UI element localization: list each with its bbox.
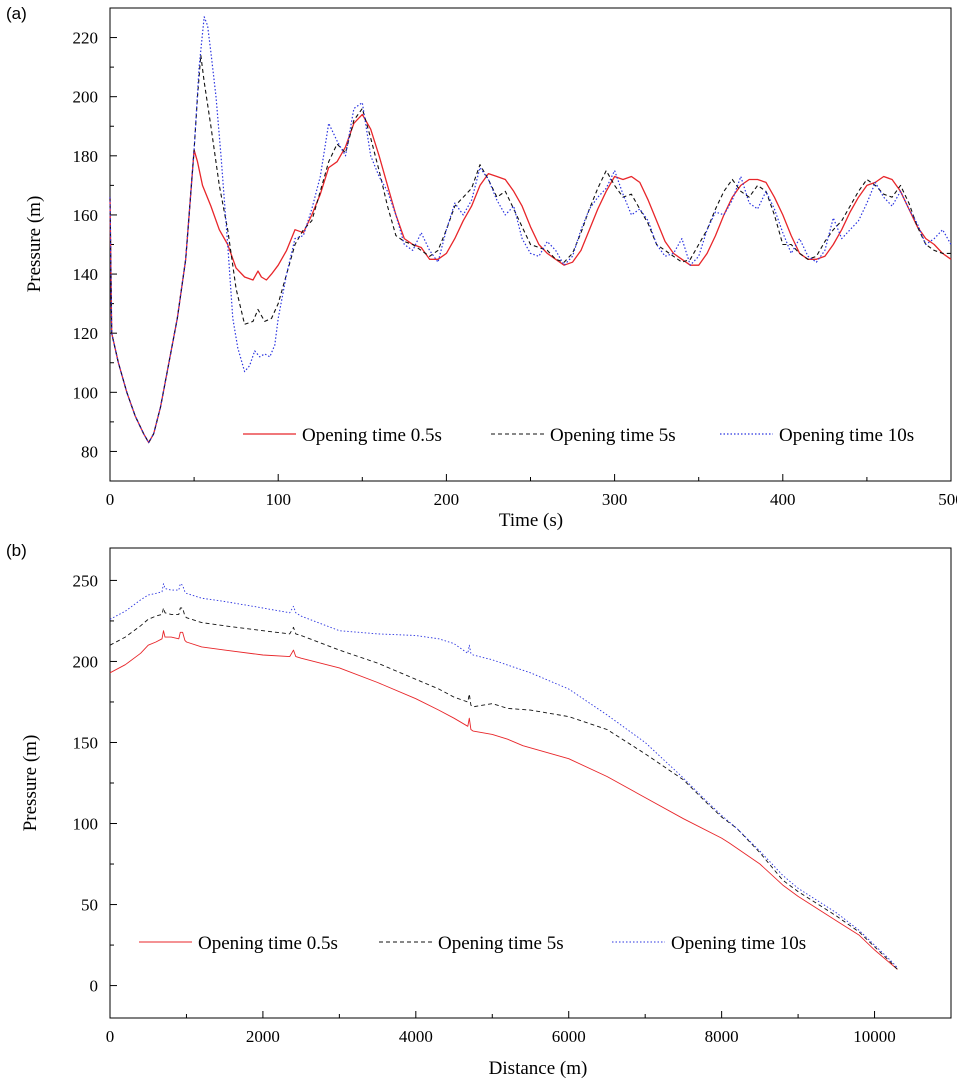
chart-panel-b: (b) 0 2000 4000 6000 8000 10000 0 50 100 150 200 2… [6, 541, 952, 1079]
series-line-solid [109, 630, 898, 970]
x-tick-label: 300 [602, 490, 628, 509]
y-tick-label: 160 [73, 206, 99, 225]
y-tick-label: 100 [73, 815, 99, 834]
panel-label-a: (a) [6, 4, 27, 23]
legend-label-a-2: Opening time 10s [779, 425, 914, 446]
x-tick-label: 10000 [853, 1027, 896, 1046]
legend-label-a-1: Opening time 5s [550, 425, 676, 446]
legend-b: Opening time 0.5s Opening time 5s Openin… [139, 933, 806, 954]
series-lines-a [109, 16, 952, 444]
y-tick-label: 80 [81, 442, 98, 461]
chart-panel-a: (a) 0 100 200 300 400 500 80 100 120 140 160 180 20… [6, 4, 957, 531]
y-axis-ticks-b: 0 50 100 150 200 250 [73, 571, 117, 996]
y-tick-label: 200 [73, 88, 99, 107]
x-tick-label: 500 [938, 490, 957, 509]
series-line-dotted [109, 583, 898, 969]
legend-label-b-2: Opening time 10s [671, 933, 806, 954]
y-tick-label: 150 [73, 733, 99, 752]
x-tick-label: 0 [106, 1027, 115, 1046]
x-tick-label: 400 [770, 490, 796, 509]
y-axis-title-a: Pressure (m) [24, 196, 45, 293]
y-tick-label: 140 [73, 265, 99, 284]
legend-a: Opening time 0.5s Opening time 5s Openin… [243, 425, 914, 446]
x-tick-label: 0 [106, 490, 115, 509]
x-axis-title-a: Time (s) [499, 510, 563, 531]
x-axis-title-b: Distance (m) [489, 1058, 588, 1079]
y-axis-title-b: Pressure (m) [20, 735, 41, 832]
x-tick-label: 6000 [552, 1027, 586, 1046]
x-tick-label: 8000 [705, 1027, 739, 1046]
legend-label-a-0: Opening time 0.5s [302, 425, 442, 446]
y-tick-label: 250 [73, 571, 99, 590]
y-tick-label: 220 [73, 29, 99, 48]
y-tick-label: 180 [73, 147, 99, 166]
legend-label-b-0: Opening time 0.5s [198, 933, 338, 954]
x-axis-ticks-a: 0 100 200 300 400 500 [106, 474, 957, 509]
x-tick-label: 2000 [246, 1027, 280, 1046]
series-line-dashed [109, 54, 951, 444]
x-tick-label: 4000 [399, 1027, 433, 1046]
x-axis-ticks-b: 0 2000 4000 6000 8000 10000 [106, 1011, 896, 1046]
y-tick-label: 0 [90, 977, 99, 996]
series-line-solid [109, 113, 952, 444]
y-tick-label: 120 [73, 324, 99, 343]
series-line-dotted [109, 16, 952, 444]
y-tick-label: 50 [81, 896, 98, 915]
series-lines-b [109, 583, 898, 970]
panel-label-b: (b) [6, 541, 27, 560]
y-tick-label: 100 [73, 383, 99, 402]
legend-label-b-1: Opening time 5s [438, 933, 564, 954]
y-axis-ticks-a: 80 100 120 140 160 180 200 220 [73, 29, 117, 461]
x-tick-label: 100 [265, 490, 291, 509]
x-tick-label: 200 [434, 490, 460, 509]
y-tick-label: 200 [73, 652, 99, 671]
series-line-dashed [109, 607, 898, 970]
